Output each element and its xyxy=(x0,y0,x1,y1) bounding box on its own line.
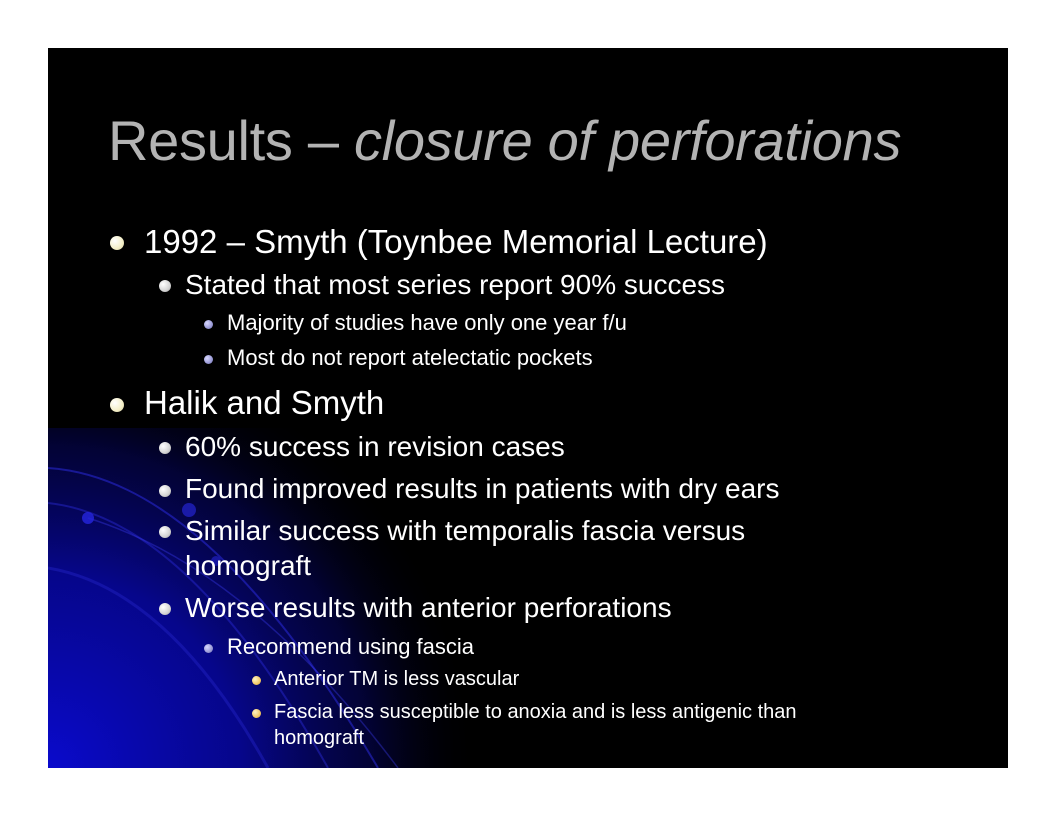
bullet-icon xyxy=(252,676,261,685)
bullet-icon xyxy=(159,280,171,292)
list-item: Similar success with temporalis fascia v… xyxy=(185,515,746,546)
list-item-continuation: homograft xyxy=(274,727,365,749)
bullet-icon xyxy=(110,398,124,412)
list-item: Most do not report atelectatic pockets xyxy=(227,345,593,370)
title-main: Results – xyxy=(108,109,354,172)
list-item: Halik and Smyth xyxy=(144,384,385,421)
list-item: Fascia less susceptible to anoxia and is… xyxy=(274,701,797,723)
list-item: Stated that most series report 90% succe… xyxy=(185,269,726,300)
bullet-icon xyxy=(159,526,171,538)
bullet-icon xyxy=(204,320,213,329)
list-item: Found improved results in patients with … xyxy=(185,473,780,504)
bullet-icon xyxy=(110,236,124,250)
list-item: Worse results with anterior perforations xyxy=(185,592,672,623)
bullet-icon xyxy=(252,709,261,718)
title-italic: closure of perforations xyxy=(354,109,902,172)
list-item: Majority of studies have only one year f… xyxy=(227,310,627,335)
bullet-icon xyxy=(159,442,171,454)
bullet-icon xyxy=(159,603,171,615)
list-item: Anterior TM is less vascular xyxy=(274,668,520,690)
slide: Results – closure of perforations 1992 –… xyxy=(48,48,1008,768)
bullet-icon xyxy=(159,485,171,497)
list-item: 1992 – Smyth (Toynbee Memorial Lecture) xyxy=(144,223,768,260)
bullet-icon xyxy=(204,355,213,364)
bullet-icon xyxy=(204,644,213,653)
list-item-continuation: homograft xyxy=(185,550,312,581)
slide-title: Results – closure of perforations xyxy=(108,108,901,173)
list-item: 60% success in revision cases xyxy=(185,431,565,462)
list-item: Recommend using fascia xyxy=(227,634,475,659)
